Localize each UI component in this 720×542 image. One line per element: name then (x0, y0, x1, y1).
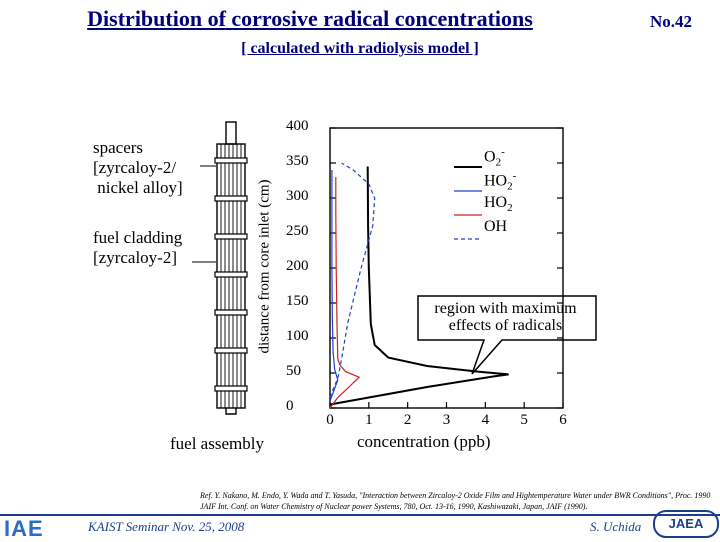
page-title: Distribution of corrosive radical concen… (87, 6, 533, 31)
y-tick-label: 200 (286, 258, 309, 274)
concentration-chart (329, 127, 564, 409)
label-leader-lines (192, 165, 216, 263)
legend-swatch (454, 190, 482, 192)
legend-label: HO2- (484, 170, 517, 193)
annotation-text: region with maximum effects of radicals (434, 300, 577, 334)
spacer-grid (214, 309, 248, 316)
series-line-oh (329, 162, 376, 398)
y-tick-label: 50 (286, 363, 301, 379)
jaea-logo: JAEA (653, 510, 719, 538)
y-tick-label: 250 (286, 223, 309, 239)
y-tick-label: 300 (286, 188, 309, 204)
x-tick-label: 3 (442, 412, 451, 428)
x-axis-label: concentration (ppb) (357, 432, 491, 451)
cladding-label: fuel cladding [zyrcaloy-2] (93, 228, 183, 267)
footer-divider (0, 514, 720, 516)
series-line-ho2 (329, 177, 361, 409)
page-subtitle: [ calculated with radiolysis model ] (241, 40, 479, 57)
legend-label: O2- (484, 146, 505, 169)
x-tick-label: 5 (520, 412, 528, 428)
x-tick-label: 0 (326, 412, 334, 428)
x-tick-label: 4 (481, 412, 490, 428)
seminar-info: KAIST Seminar Nov. 25, 2008 (88, 519, 245, 534)
legend-label: HO2 (484, 194, 513, 215)
legend-item: O2- (450, 146, 570, 169)
y-axis-label: distance from core inlet (cm) (256, 179, 273, 354)
x-tick-label: 2 (403, 412, 412, 428)
series-line-o2 (329, 166, 509, 406)
spacers-label: spacers [zyrcaloy-2/ nickel alloy] (93, 138, 183, 197)
legend-item: OH (450, 218, 570, 240)
legend-swatch (454, 214, 482, 216)
y-tick-label: 100 (286, 328, 309, 344)
annotation-callout (417, 295, 597, 375)
reference-citation: Ref. Y. Nakano, M. Endo, Y. Wada and T. … (200, 491, 711, 511)
spacer-grid (214, 385, 248, 392)
y-tick-label: 150 (286, 293, 309, 309)
fuel-assembly-diagram (214, 121, 248, 415)
spacer-grid (214, 347, 248, 354)
y-axis-label-box: distance from core inlet (cm) (255, 140, 277, 390)
y-tick-label: 0 (286, 398, 294, 414)
legend-item: HO2 (450, 194, 570, 216)
author-name: S. Uchida (590, 519, 642, 534)
iae-logo: IAE (4, 516, 44, 541)
assembly-caption: fuel assembly (170, 434, 264, 453)
x-tick-label: 1 (365, 412, 373, 428)
spacer-grid (214, 157, 248, 164)
x-tick-label: 6 (559, 412, 567, 428)
spacer-grid (214, 195, 248, 202)
y-tick-label: 400 (286, 118, 309, 134)
spacer-grid (214, 271, 248, 278)
y-tick-label: 350 (286, 153, 309, 169)
series-line-ho2 (329, 170, 339, 402)
slide-number: No.42 (650, 12, 693, 31)
legend-swatch (454, 238, 482, 240)
legend-label: OH (484, 218, 508, 235)
spacer-grid (214, 233, 248, 240)
legend-swatch (454, 166, 482, 168)
legend-item: HO2- (450, 170, 570, 193)
